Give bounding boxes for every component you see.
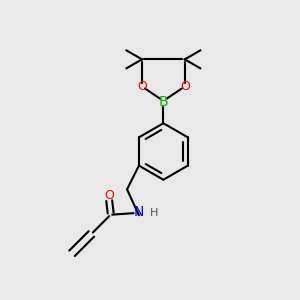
Text: O: O xyxy=(104,189,114,202)
Text: N: N xyxy=(134,205,144,219)
Text: O: O xyxy=(180,80,190,93)
Text: B: B xyxy=(159,95,168,110)
Text: H: H xyxy=(150,208,158,218)
Text: O: O xyxy=(137,80,147,93)
